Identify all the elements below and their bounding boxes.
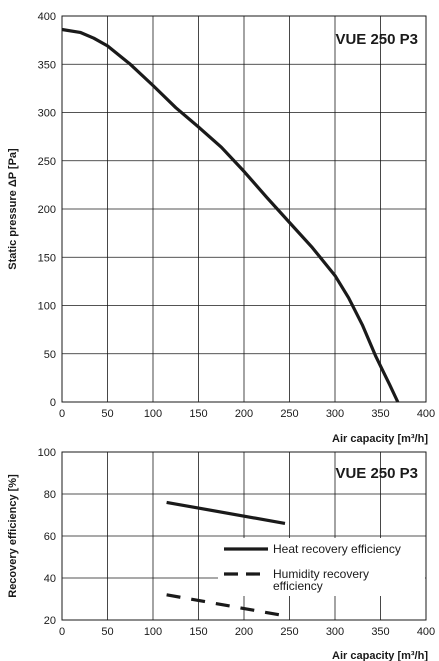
x-tick-label: 0 xyxy=(59,408,65,420)
y-tick-label: 80 xyxy=(44,489,56,501)
y-axis-label: Static pressure ΔP [Pa] xyxy=(7,148,19,270)
x-axis-label: Air capacity [m³/h] xyxy=(332,650,428,661)
x-tick-label: 50 xyxy=(101,626,113,638)
y-tick-label: 400 xyxy=(38,11,56,23)
x-axis-label: Air capacity [m³/h] xyxy=(332,433,428,445)
x-tick-label: 350 xyxy=(371,626,389,638)
x-tick-label: 200 xyxy=(235,408,253,420)
x-tick-label: 300 xyxy=(326,626,344,638)
y-tick-label: 50 xyxy=(44,349,56,361)
y-tick-label: 60 xyxy=(44,531,56,543)
heat-recovery-efficiency-line xyxy=(166,500,286,525)
x-tick-label: 300 xyxy=(326,408,344,420)
chart-title: VUE 250 P3 xyxy=(335,31,418,48)
x-tick-label: 250 xyxy=(280,408,298,420)
chart-title: VUE 250 P3 xyxy=(335,465,418,482)
legend-label-2: Humidity recovery efficiency xyxy=(273,567,369,593)
y-tick-label: 100 xyxy=(38,447,56,459)
plot-frame xyxy=(61,451,427,621)
x-tick-label: 200 xyxy=(235,626,253,638)
x-tick-label: 150 xyxy=(189,408,207,420)
x-tick-label: 350 xyxy=(371,408,389,420)
legend-label-line: Humidity recovery xyxy=(273,567,369,581)
x-tick-label: 150 xyxy=(189,626,207,638)
x-tick-label: 250 xyxy=(280,626,298,638)
legend: Heat recovery efficiency Humidity recover… xyxy=(218,538,425,596)
x-tick-label: 400 xyxy=(417,626,435,638)
legend-label-1: Heat recovery efficiency xyxy=(273,542,401,556)
y-tick-label: 20 xyxy=(44,615,56,627)
y-axis-label: Recovery efficiency [%] xyxy=(7,474,19,598)
y-tick-label: 250 xyxy=(38,156,56,168)
y-tick-label: 200 xyxy=(38,204,56,216)
chart-2: 0 50 100 150 200 250 300 350 400 20 40 60 80 100 Air c… xyxy=(7,447,435,661)
legend-label-line: efficiency xyxy=(273,579,323,593)
x-tick-label: 50 xyxy=(101,408,113,420)
y-tick-label: 350 xyxy=(38,59,56,71)
chart-1: 0 50 100 150 200 250 300 350 400 0 50 100 150 200 250 3… xyxy=(7,11,435,445)
y-tick-label: 100 xyxy=(38,301,56,313)
humidity-recovery-efficiency-line xyxy=(166,593,286,618)
x-tick-label: 400 xyxy=(417,408,435,420)
pressure-curve-line xyxy=(61,27,400,403)
x-tick-label: 100 xyxy=(144,626,162,638)
y-tick-label: 0 xyxy=(50,397,56,409)
y-tick-label: 150 xyxy=(38,252,56,264)
y-tick-label: 300 xyxy=(38,108,56,120)
y-tick-label: 40 xyxy=(44,573,56,585)
x-tick-label: 100 xyxy=(144,408,162,420)
plot-frame xyxy=(61,15,427,403)
x-tick-label: 0 xyxy=(59,626,65,638)
